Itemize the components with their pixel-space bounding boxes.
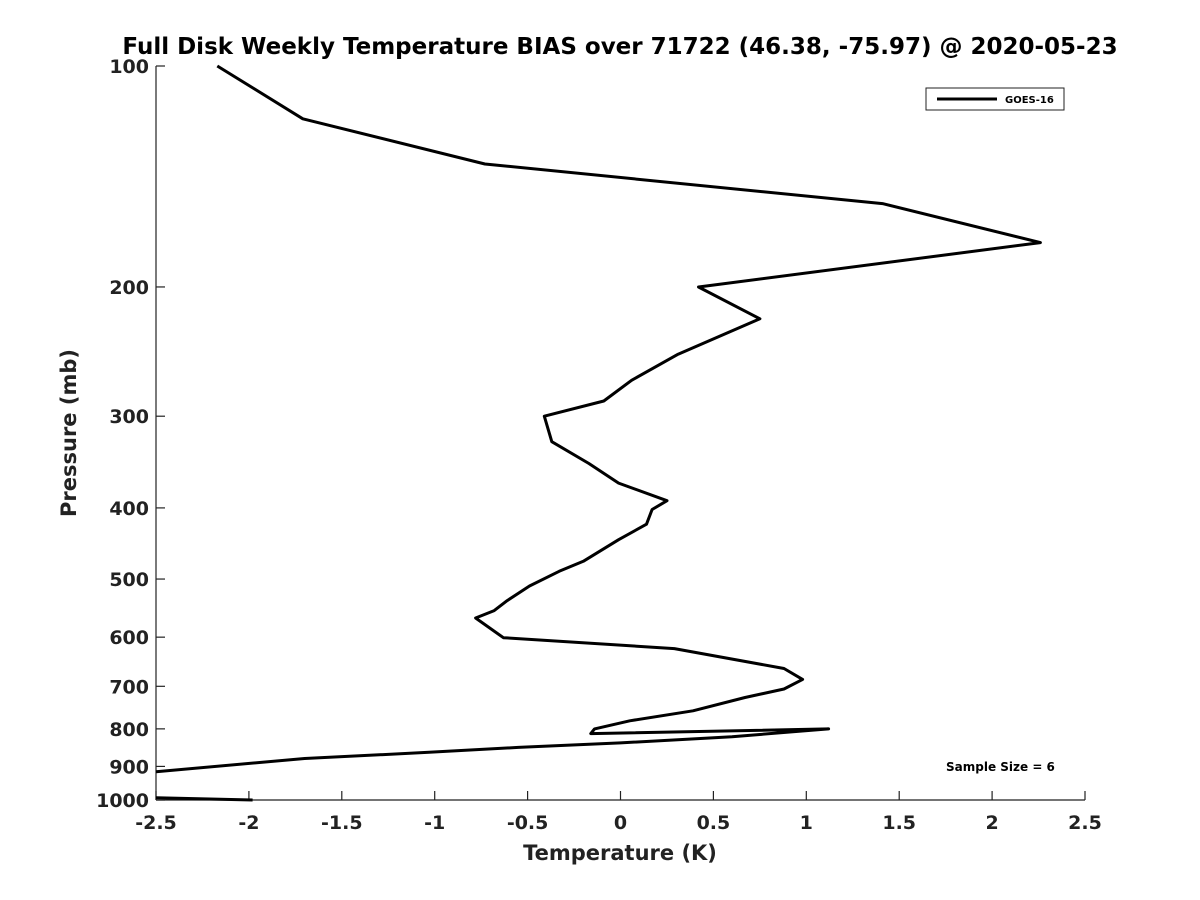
x-tick-label: -0.5 [507, 812, 549, 834]
x-ticks: -2.5 -2 -1.5 -1 -0.5 0 0.5 1 1.5 2 2.5 [135, 791, 1102, 834]
x-tick-label: 1.5 [882, 812, 916, 834]
sample-size-annotation: Sample Size = 6 [946, 760, 1055, 774]
x-tick-label: 2 [985, 812, 998, 834]
y-tick-label: 400 [109, 498, 149, 520]
y-axis-label: Pressure (mb) [57, 349, 81, 517]
series-group [155, 64, 1042, 802]
x-tick-label: -2.5 [135, 812, 177, 834]
y-tick-label: 600 [109, 627, 149, 649]
x-axis-label: Temperature (K) [523, 841, 717, 865]
series-line-surface-segment [155, 796, 253, 802]
y-tick-label: 200 [109, 277, 149, 299]
chart-title: Full Disk Weekly Temperature BIAS over 7… [122, 34, 1117, 60]
series-line-goes-16 [155, 64, 1042, 774]
legend: GOES-16 [925, 87, 1065, 111]
y-tick-label: 700 [109, 676, 149, 698]
x-tick-label: -2 [238, 812, 259, 834]
y-ticks: 100 200 300 400 500 600 700 800 900 1000 [96, 56, 165, 812]
x-tick-label: -1.5 [321, 812, 363, 834]
x-tick-label: -1 [424, 812, 445, 834]
y-tick-label: 800 [109, 719, 149, 741]
y-tick-label: 1000 [96, 790, 149, 812]
legend-entry-goes-16: GOES-16 [1005, 95, 1054, 106]
x-tick-label: 1 [800, 812, 813, 834]
y-tick-label: 300 [109, 406, 149, 428]
y-tick-label: 500 [109, 569, 149, 591]
x-tick-label: 0.5 [697, 812, 731, 834]
y-tick-label: 100 [109, 56, 149, 78]
x-tick-label: 0 [614, 812, 627, 834]
y-tick-label: 900 [109, 756, 149, 778]
x-tick-label: 2.5 [1068, 812, 1102, 834]
